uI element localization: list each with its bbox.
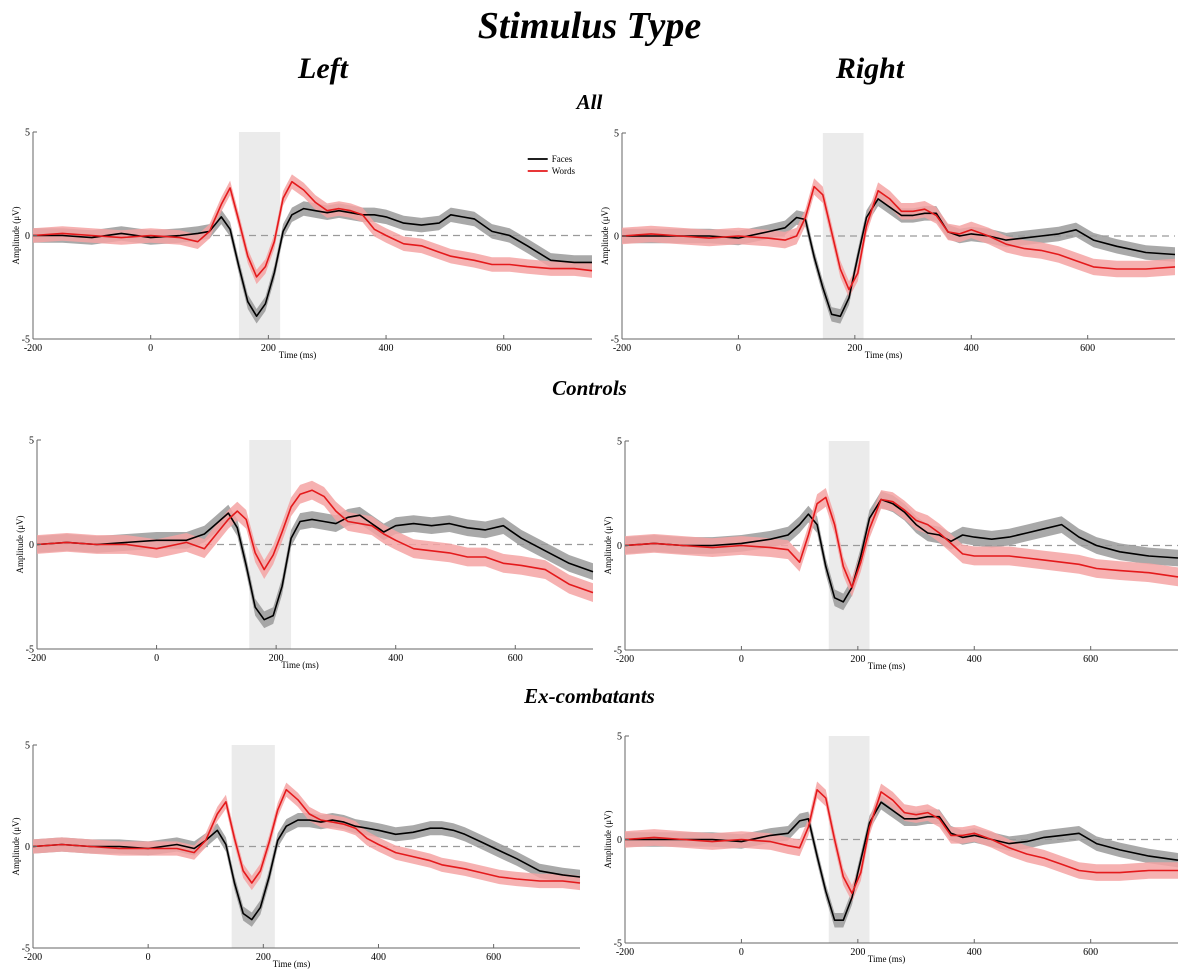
x-tick-label: -200: [613, 343, 631, 354]
figure-title: Stimulus Type: [477, 5, 702, 47]
erp-panel-controls-left: -200 0 200 400 600 -5 0 5 Time (ms) Amplitude (μV…: [15, 436, 594, 670]
x-tick-label: -200: [24, 343, 42, 354]
x-tick-label: 200: [269, 653, 284, 664]
y-axis-label: Amplitude (μV): [603, 810, 613, 868]
y-tick-label: 0: [614, 232, 619, 243]
x-tick-label: 600: [1083, 654, 1098, 665]
y-tick-label: 0: [25, 842, 30, 853]
x-axis-label: Time (ms): [868, 954, 905, 964]
column-title-left: Left: [298, 52, 348, 85]
y-tick-label: -5: [614, 939, 622, 950]
x-tick-label: 400: [967, 654, 982, 665]
x-tick-label: 200: [261, 343, 276, 354]
y-axis-label: Amplitude (μV): [11, 817, 21, 875]
x-tick-label: 400: [379, 343, 394, 354]
x-tick-label: 0: [146, 952, 151, 963]
series-line-faces: [622, 198, 1176, 318]
band-words: [33, 782, 580, 891]
y-tick-label: 5: [617, 732, 622, 743]
x-axis-label: Time (ms): [273, 959, 310, 969]
x-tick-label: 600: [496, 343, 511, 354]
band-faces: [622, 191, 1175, 324]
column-title-right: Right: [835, 52, 905, 85]
series-line-faces: [36, 512, 594, 621]
y-tick-label: 0: [617, 835, 622, 846]
x-tick-label: 200: [256, 952, 271, 963]
x-tick-label: -200: [24, 952, 42, 963]
x-tick-label: 200: [850, 947, 865, 958]
x-axis-label: Time (ms): [279, 350, 316, 360]
y-tick-label: -5: [22, 335, 30, 346]
x-tick-label: 0: [736, 343, 741, 354]
series-line-faces: [33, 207, 592, 318]
series-line-faces: [32, 819, 581, 921]
erp-panel-all-right: -200 0 200 400 600 -5 0 5 Time (ms) Amplitude (μV…: [600, 129, 1176, 360]
x-axis-label: Time (ms): [868, 661, 905, 671]
y-tick-label: 0: [29, 540, 34, 551]
erp-panel-all-left: -200 0 200 400 600 -5 0 5 Time (ms) Amplitude (μV…: [11, 128, 593, 360]
y-tick-label: -5: [614, 646, 622, 657]
y-tick-label: 0: [25, 231, 30, 242]
legend-label-words: Words: [552, 166, 576, 176]
x-tick-label: -200: [616, 947, 634, 958]
series-line-words: [624, 496, 1179, 589]
y-axis-label: Amplitude (μV): [15, 515, 25, 573]
series-line-words: [621, 185, 1176, 291]
band-faces: [625, 795, 1178, 928]
series-line-faces: [625, 801, 1179, 922]
y-tick-label: 5: [614, 129, 619, 140]
x-tick-label: 0: [148, 343, 153, 354]
x-tick-label: 600: [508, 653, 523, 664]
x-tick-label: 200: [847, 343, 862, 354]
series-line-words: [32, 180, 593, 278]
x-tick-label: 0: [154, 653, 159, 664]
x-tick-label: -200: [616, 654, 634, 665]
x-tick-label: 600: [1080, 343, 1095, 354]
erp-panel-ex-combatants-left: -200 0 200 400 600 -5 0 5 Time (ms) Amplitude (μV…: [11, 741, 581, 969]
y-tick-label: 5: [25, 741, 30, 752]
y-tick-label: -5: [26, 645, 34, 656]
x-tick-label: 400: [967, 947, 982, 958]
erp-panel-ex-combatants-right: -200 0 200 400 600 -5 0 5 Time (ms) Amplitude (μV…: [603, 732, 1179, 964]
x-axis-label: Time (ms): [281, 660, 318, 670]
y-tick-label: 5: [617, 437, 622, 448]
series-line-words: [624, 788, 1178, 895]
x-tick-label: 0: [739, 654, 744, 665]
y-tick-label: 0: [617, 541, 622, 552]
x-tick-label: 400: [964, 343, 979, 354]
y-axis-label: Amplitude (μV): [11, 206, 21, 264]
legend-label-faces: Faces: [552, 154, 573, 164]
y-axis-label: Amplitude (μV): [603, 516, 613, 574]
row-title-ex-combatants: Ex-combatants: [524, 684, 655, 708]
series-line-words: [32, 788, 581, 884]
y-tick-label: 5: [25, 128, 30, 139]
x-axis-label: Time (ms): [865, 350, 902, 360]
x-tick-label: -200: [28, 653, 46, 664]
row-title-controls: Controls: [552, 376, 627, 400]
erp-panel-controls-right: -200 0 200 400 600 -5 0 5 Time (ms) Amplitude (μV…: [603, 437, 1179, 671]
x-tick-label: 200: [850, 654, 865, 665]
series-line-words: [36, 489, 594, 594]
x-tick-label: 400: [388, 653, 403, 664]
y-tick-label: -5: [611, 335, 619, 346]
x-tick-label: 600: [1083, 947, 1098, 958]
y-tick-label: 5: [29, 436, 34, 447]
series-line-faces: [624, 498, 1179, 603]
row-title-all: All: [576, 90, 603, 114]
y-tick-label: -5: [22, 944, 30, 955]
x-tick-label: 600: [486, 952, 501, 963]
x-tick-label: 400: [371, 952, 386, 963]
x-tick-label: 0: [739, 947, 744, 958]
y-axis-label: Amplitude (μV): [600, 207, 610, 265]
